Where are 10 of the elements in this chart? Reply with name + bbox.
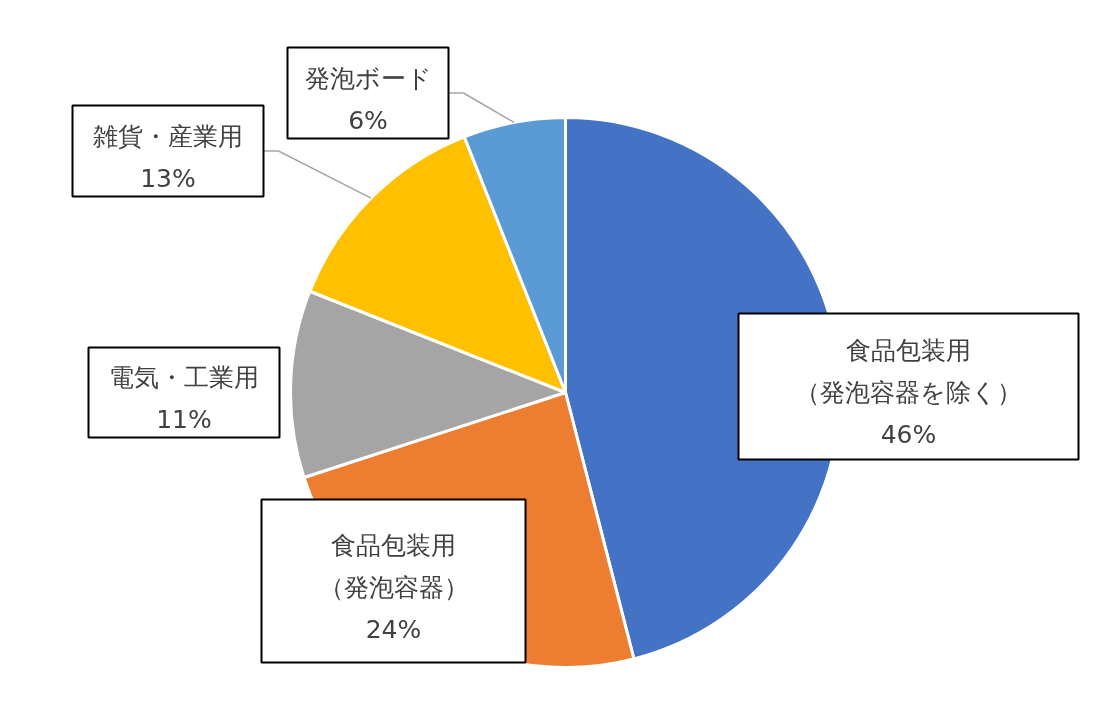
slice-label: 食品包装用（発泡容器）: [318, 530, 469, 602]
data-label: 24%: [365, 614, 422, 644]
slice-label: 食品包装用（発泡容器を除く）: [795, 336, 1022, 407]
slice-label: 発泡ボード: [304, 63, 432, 93]
data-label: 13%: [140, 163, 196, 193]
data-label: 6%: [348, 105, 388, 135]
slice-label: 雑貨・産業用: [93, 121, 243, 151]
data-label: 11%: [156, 405, 212, 434]
slice-label: 電気・工業用: [109, 363, 259, 392]
data-label: 46%: [880, 420, 937, 449]
